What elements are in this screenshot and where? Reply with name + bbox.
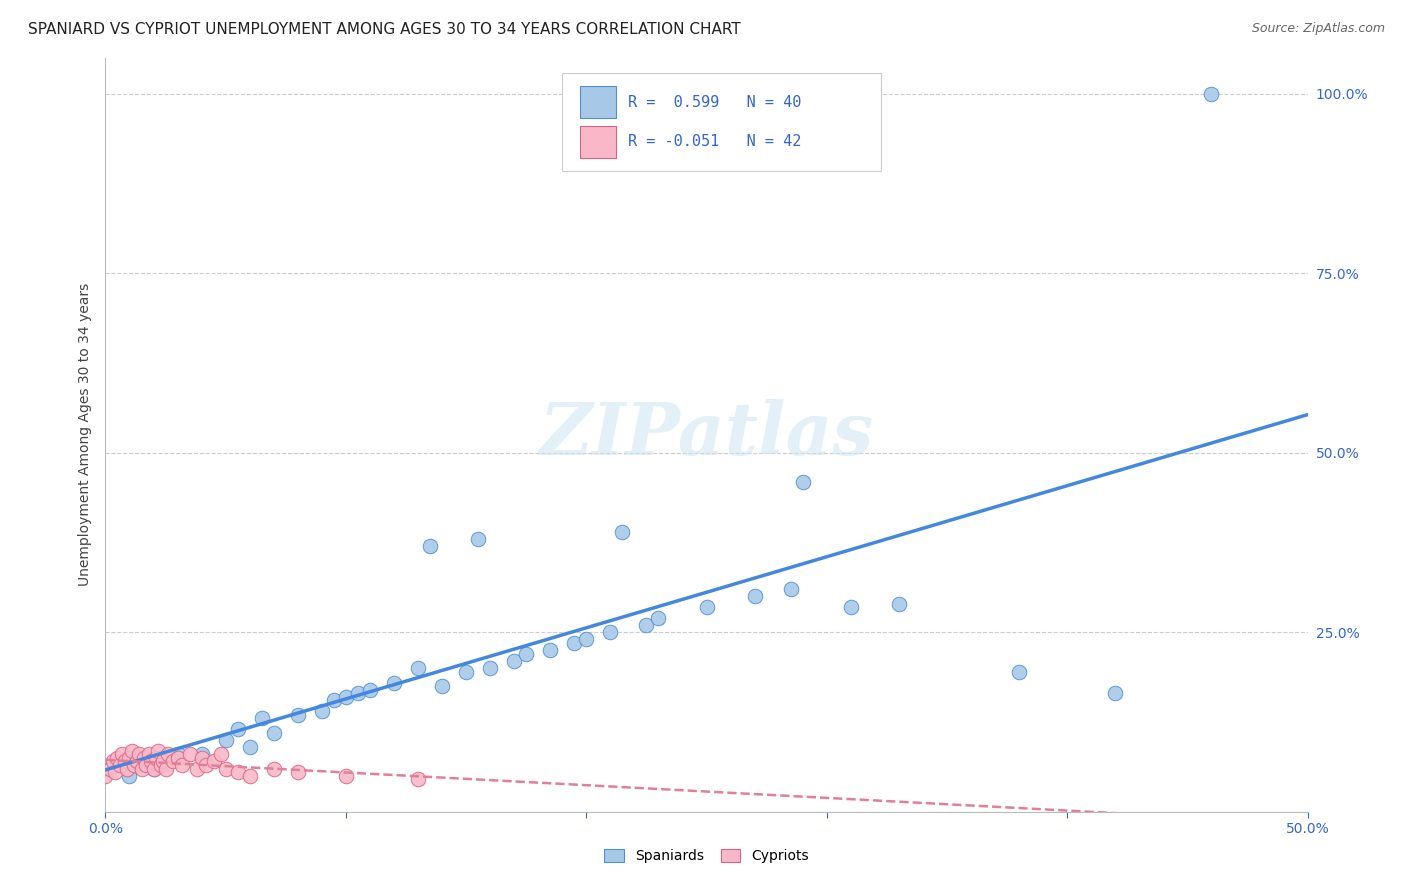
Point (115, 762, 138, 776)
Point (190, 751, 212, 765)
Point (214, 762, 236, 776)
Point (209, 747, 232, 762)
Text: ZIPatlas: ZIPatlas (540, 400, 873, 470)
Point (186, 762, 208, 776)
Point (322, 693, 344, 707)
Point (214, 733, 236, 747)
Point (1104, 686, 1126, 700)
Point (239, 740, 262, 755)
Point (132, 751, 155, 765)
Point (599, 625, 621, 640)
Point (124, 758, 146, 772)
Point (101, 755, 124, 769)
Point (195, 758, 218, 772)
Point (114, 755, 136, 769)
Point (104, 765, 127, 780)
Point (128, 747, 150, 762)
Point (311, 704, 333, 718)
Y-axis label: Unemployment Among Ages 30 to 34 years: Unemployment Among Ages 30 to 34 years (79, 284, 93, 586)
Point (287, 765, 309, 780)
Point (335, 769, 357, 783)
Point (121, 744, 143, 758)
Point (142, 762, 165, 776)
Point (1008, 665, 1031, 679)
Point (135, 758, 157, 772)
Point (335, 690, 357, 704)
Text: R =  0.599   N = 40: R = 0.599 N = 40 (628, 95, 801, 110)
Point (149, 758, 172, 772)
Point (479, 661, 502, 675)
Point (515, 647, 537, 661)
Point (263, 762, 285, 776)
Point (779, 582, 801, 597)
Text: Source: ZipAtlas.com: Source: ZipAtlas.com (1251, 22, 1385, 36)
Point (538, 643, 561, 657)
Point (454, 665, 477, 679)
Point (166, 751, 188, 765)
Point (142, 762, 165, 776)
Point (179, 747, 201, 762)
Point (612, 524, 634, 539)
Point (139, 755, 162, 769)
Point (138, 747, 160, 762)
Point (359, 682, 381, 697)
Point (125, 755, 148, 769)
Bar (581, 126, 616, 158)
Text: SPANIARD VS CYPRIOT UNEMPLOYMENT AMONG AGES 30 TO 34 YEARS CORRELATION CHART: SPANIARD VS CYPRIOT UNEMPLOYMENT AMONG A… (28, 22, 741, 37)
Bar (581, 86, 616, 119)
Point (263, 725, 285, 739)
Point (152, 755, 174, 769)
Point (467, 532, 489, 546)
Point (202, 755, 225, 769)
Point (118, 769, 141, 783)
Point (166, 747, 188, 762)
Text: R = -0.051   N = 42: R = -0.051 N = 42 (628, 135, 801, 150)
Point (145, 751, 167, 765)
Point (382, 675, 405, 690)
Point (226, 722, 249, 736)
Point (108, 758, 131, 772)
Point (118, 751, 141, 765)
Point (430, 679, 453, 693)
Point (792, 475, 814, 489)
Point (406, 661, 429, 675)
Point (1201, 87, 1223, 101)
Point (98, 762, 121, 776)
Point (887, 597, 910, 611)
Point (419, 539, 441, 553)
Point (226, 765, 249, 780)
Point (250, 711, 273, 725)
Point (575, 632, 598, 647)
Point (636, 618, 658, 632)
Point (347, 686, 370, 700)
Point (287, 707, 309, 722)
Point (696, 600, 718, 615)
Point (647, 611, 669, 625)
Point (172, 758, 194, 772)
Point (162, 755, 184, 769)
Point (239, 769, 262, 783)
Point (562, 636, 585, 650)
Point (744, 590, 766, 604)
Point (406, 772, 429, 787)
Legend: Spaniards, Cypriots: Spaniards, Cypriots (599, 843, 814, 869)
Point (148, 744, 170, 758)
Point (131, 762, 153, 776)
Point (107, 751, 129, 765)
Point (503, 654, 526, 668)
Point (156, 747, 179, 762)
Point (94, 769, 117, 783)
Point (190, 747, 212, 762)
Point (839, 600, 862, 615)
Point (155, 762, 177, 776)
FancyBboxPatch shape (562, 73, 880, 171)
Point (111, 747, 134, 762)
